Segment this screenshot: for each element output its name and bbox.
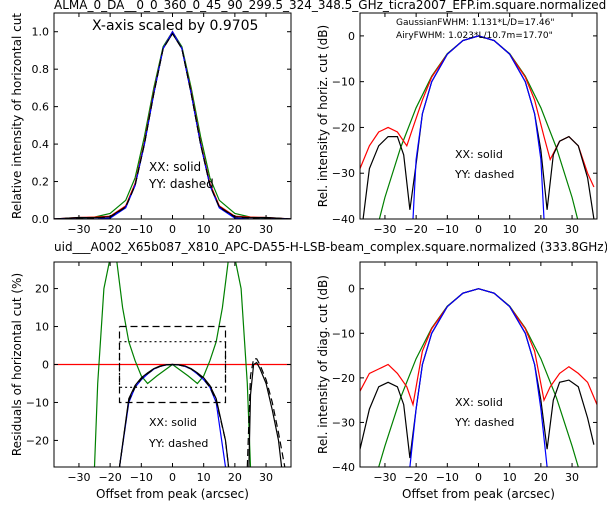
y-tick-label: 0.4 [32,138,50,151]
x-tick-label: −10 [436,223,459,236]
y-tick-label: −20 [332,372,355,385]
series-line-2 [54,32,291,219]
y-tick-label: 10 [35,321,49,334]
x-axis-label: Offset from peak (arcsec) [96,487,249,501]
x-tick-label: −20 [99,471,122,484]
x-tick-label: 10 [197,471,211,484]
x-tick-label: 30 [565,471,579,484]
x-axis-label: Offset from peak (arcsec) [402,487,555,501]
x-tick-label: 20 [534,471,548,484]
y-tick-label: −10 [332,327,355,340]
series-line-1 [93,262,252,467]
y-tick-label: −10 [332,76,355,89]
figure-title: ALMA_0_DA__0_0_360_0_45_90_299.5_324_348… [54,0,606,12]
series-line-2 [362,35,595,219]
annotation: GaussianFWHM: 1.131*L/D=17.46" [396,18,554,28]
subplot-title: uid___A002_X65b087_X810_APC-DA55-H-LSB-b… [54,240,607,254]
y-tick-label: 0.6 [32,101,50,114]
x-tick-label: −30 [373,223,396,236]
y-tick-label: 0.8 [32,63,50,76]
x-tick-label: −10 [436,471,459,484]
y-tick-label: 0.0 [32,213,50,226]
x-tick-label: −10 [130,471,153,484]
x-tick-label: −10 [130,223,153,236]
y-tick-label: −40 [332,461,355,474]
x-tick-label: 20 [534,223,548,236]
series-group [360,35,595,219]
y-tick-label: 0.2 [32,176,50,189]
x-tick-label: −30 [67,223,90,236]
series-group [360,288,597,467]
x-tick-label: 20 [228,223,242,236]
y-axis-label: Relative intensity of horizontal cut [10,13,24,219]
y-axis-label: Rel. intensity of diag. cut (dB) [316,275,330,454]
y-tick-label: −20 [26,434,49,447]
x-tick-label: −20 [405,471,428,484]
x-tick-label: 0 [475,471,482,484]
series-line-3 [412,35,545,219]
series-line-2 [360,288,595,459]
annotation: XX: solid [455,396,503,409]
axes-frame [359,12,598,220]
series-line-1 [360,288,597,407]
x-tick-label: −20 [99,223,122,236]
x-tick-label: 30 [259,471,273,484]
x-tick-label: −30 [373,471,396,484]
x-tick-label: 30 [259,223,273,236]
series-line-8 [118,341,227,388]
series-line-5 [248,361,283,467]
series-line-4 [54,32,291,219]
y-tick-label: −30 [332,167,355,180]
series-line-7 [118,325,227,404]
chart-br: −30 −20 −10 0 10 20 30 −40 −30 −20 −10 0 Rel. intens… [316,261,598,501]
x-tick-label: 0 [169,223,176,236]
annotation: X-axis scaled by 0.9705 [92,18,258,34]
y-tick-label: −40 [332,213,355,226]
series-line-0 [378,35,579,219]
chart-bl: −30 −20 −10 0 10 20 30 −20 −10 0 10 20 Residuals of … [10,261,292,501]
x-tick-label: −30 [67,471,90,484]
y-tick-label: 1.0 [32,26,50,39]
axes-frame [359,261,598,468]
chart-tr: −30 −20 −10 0 10 20 30 −40 −30 −20 −10 0 Rel. intens… [316,12,598,236]
series-line-3 [409,288,548,467]
chart-tl: −30 −20 −10 0 10 20 30 0.0 0.2 0.4 0.6 0.8 1.0 Relati… [10,12,292,236]
y-axis-label: Rel. intensity of horiz. cut (dB) [316,25,330,207]
x-tick-label: 10 [503,471,517,484]
y-tick-label: −30 [332,416,355,429]
x-tick-label: 30 [565,223,579,236]
y-axis-label: Residuals of horizontal cut (%) [10,273,24,456]
y-tick-label: −10 [26,396,49,409]
y-tick-label: −20 [332,121,355,134]
annotation: YY: dashed [148,177,214,191]
annotation: YY: dashed [454,416,514,429]
annotation: YY: dashed [148,437,208,450]
x-tick-label: 20 [228,471,242,484]
y-tick-label: 20 [35,283,49,296]
series-line-6 [246,358,286,467]
y-tick-label: 0 [42,359,49,372]
series-line-4 [118,363,230,467]
annotation: AiryFWHM: 1.023*L/10.7m=17.70" [396,31,553,41]
x-tick-label: 0 [475,223,482,236]
annotation: XX: solid [455,148,503,161]
x-tick-label: 0 [169,471,176,484]
annotation: YY: dashed [454,168,514,181]
x-tick-label: 10 [503,223,517,236]
annotation: XX: solid [149,416,197,429]
x-tick-label: 10 [197,223,211,236]
y-tick-label: 0 [348,283,355,296]
annotation: XX: solid [149,160,201,174]
x-tick-label: −20 [405,223,428,236]
y-tick-label: 0 [348,30,355,43]
series-group [54,262,291,467]
